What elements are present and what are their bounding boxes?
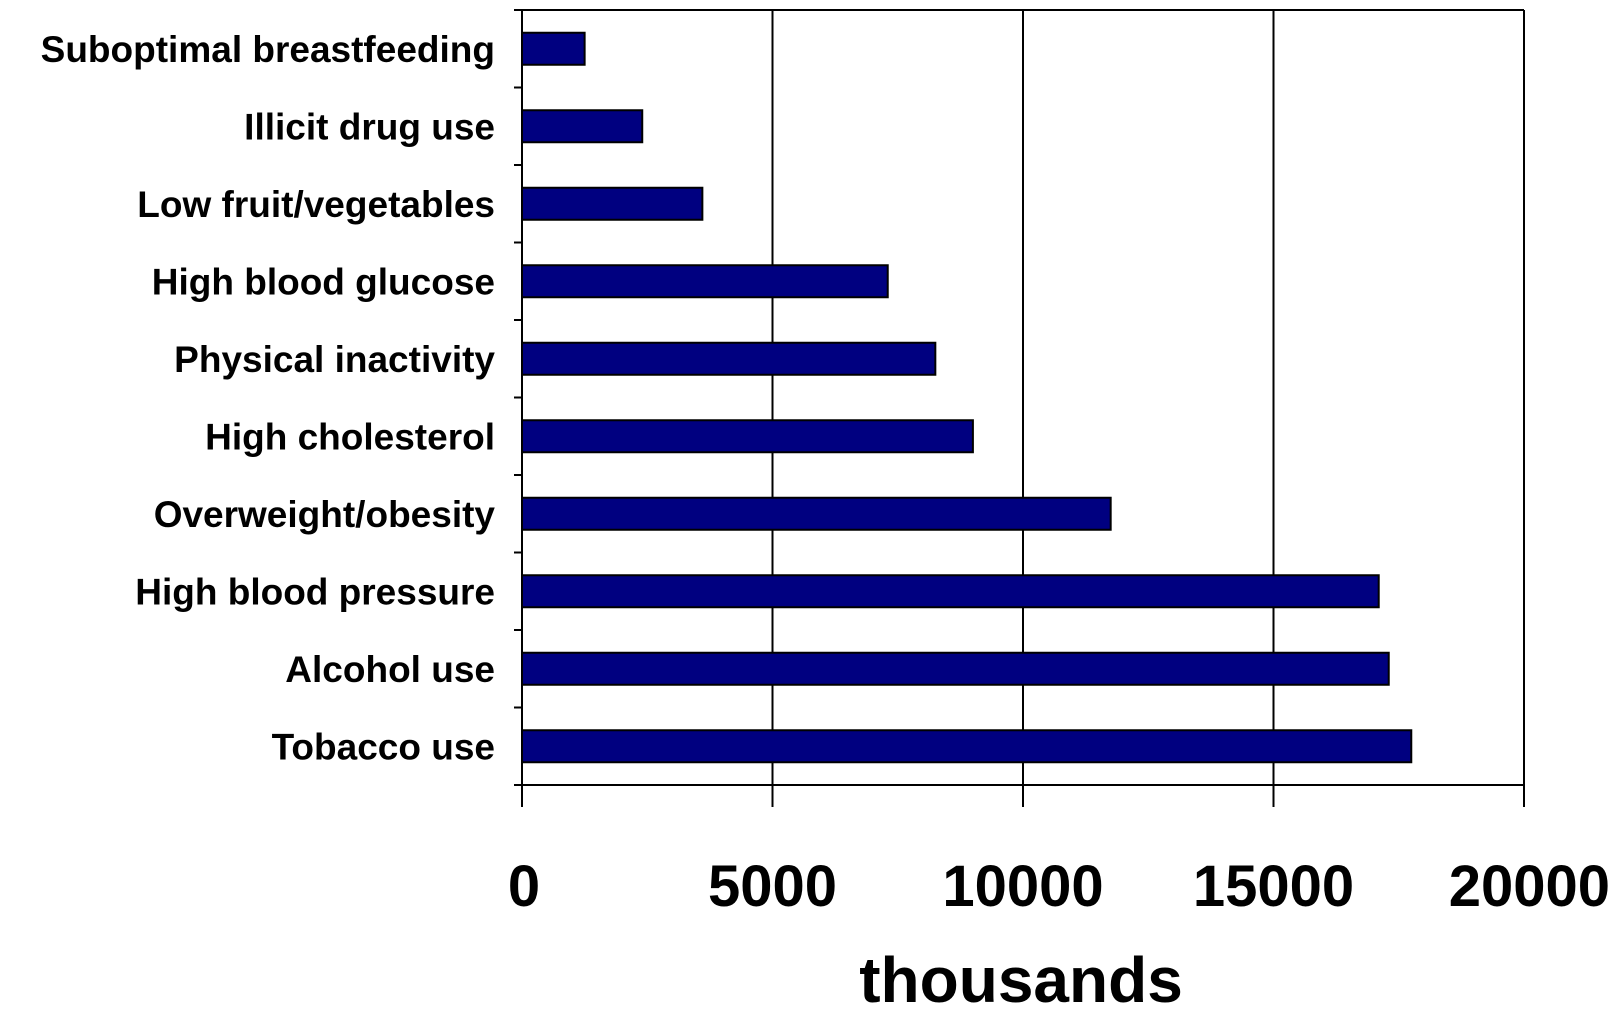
category-label: High blood pressure (135, 571, 495, 612)
category-label: Illicit drug use (244, 106, 495, 147)
bar (521, 341, 937, 376)
x-tick-label: 0 (508, 854, 540, 919)
x-tick-label: 10000 (942, 854, 1103, 919)
bar (521, 651, 1390, 686)
bar (521, 496, 1112, 531)
bar (521, 264, 889, 299)
bar (521, 574, 1380, 609)
bar (521, 109, 644, 144)
category-label: Overweight/obesity (154, 494, 496, 535)
category-label: Alcohol use (285, 649, 495, 690)
x-tick-label: 20000 (1449, 854, 1610, 919)
x-tick-label: 5000 (708, 854, 837, 919)
x-axis-title: thousands (859, 944, 1183, 1016)
category-label: Low fruit/vegetables (137, 184, 495, 225)
category-label: Tobacco use (272, 726, 495, 767)
bar (521, 729, 1413, 764)
axes (514, 9, 1525, 807)
x-tick-label: 15000 (1193, 854, 1354, 919)
category-label: High cholesterol (205, 416, 495, 457)
bar (521, 31, 586, 66)
bar (521, 419, 974, 454)
category-label: Suboptimal breastfeeding (41, 29, 495, 70)
category-label: High blood glucose (152, 261, 495, 302)
bar (521, 186, 704, 221)
category-labels: Suboptimal breastfeeding Illicit drug use… (41, 29, 496, 768)
bars (521, 31, 1413, 764)
x-tick-labels: 0 5000 10000 15000 20000 (508, 854, 1610, 919)
category-label: Physical inactivity (174, 339, 495, 380)
